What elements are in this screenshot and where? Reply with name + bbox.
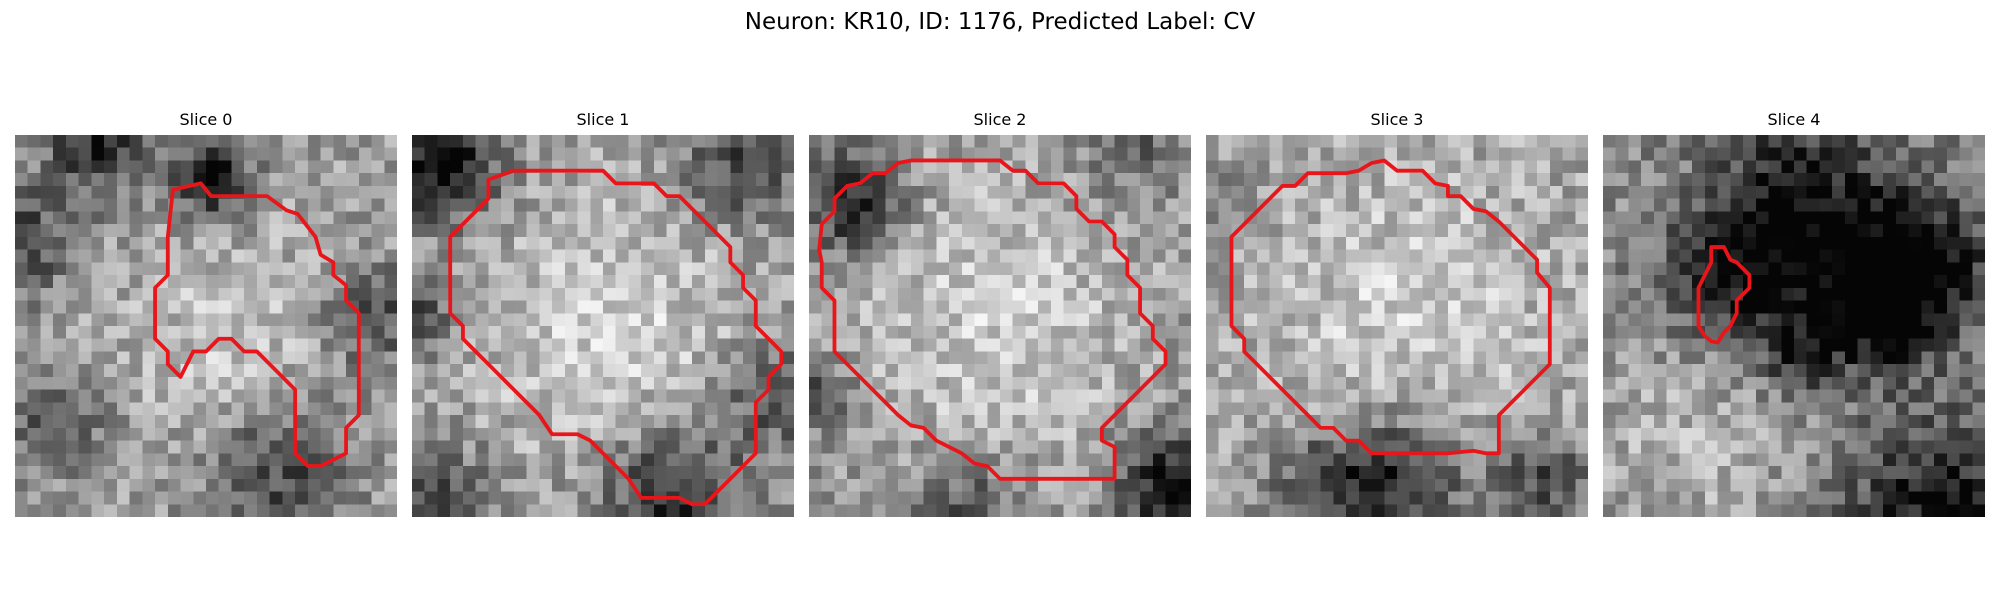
slice-panel-2: Slice 2 (809, 103, 1191, 521)
pixel-grid (809, 135, 1191, 517)
slice-panel-4: Slice 4 (1603, 103, 1985, 521)
figure-title: Neuron: KR10, ID: 1176, Predicted Label:… (744, 9, 1256, 35)
slice-panel-0: Slice 0 (15, 103, 397, 521)
roi-contour (448, 168, 784, 507)
pixel-grid (15, 135, 397, 517)
roi-contour (817, 158, 1168, 481)
pixel-grid (1603, 135, 1985, 517)
slice-title: Slice 3 (1370, 110, 1424, 129)
slice-image (809, 135, 1191, 517)
slice-image (1206, 135, 1588, 517)
slice-panel-3: Slice 3 (1206, 103, 1588, 521)
pixel-grid (412, 135, 794, 517)
roi-contour (153, 181, 361, 468)
roi-contour (1229, 158, 1552, 456)
slice-panel-1: Slice 1 (412, 103, 794, 521)
slice-title: Slice 2 (973, 110, 1027, 129)
pixel-grid (1206, 135, 1588, 517)
slice-title: Slice 0 (179, 110, 233, 129)
slice-title: Slice 4 (1767, 110, 1821, 129)
slice-title: Slice 1 (576, 110, 630, 129)
slice-image (15, 135, 397, 517)
slice-image (412, 135, 794, 517)
slice-image (1603, 135, 1985, 517)
roi-contour (1696, 245, 1752, 345)
